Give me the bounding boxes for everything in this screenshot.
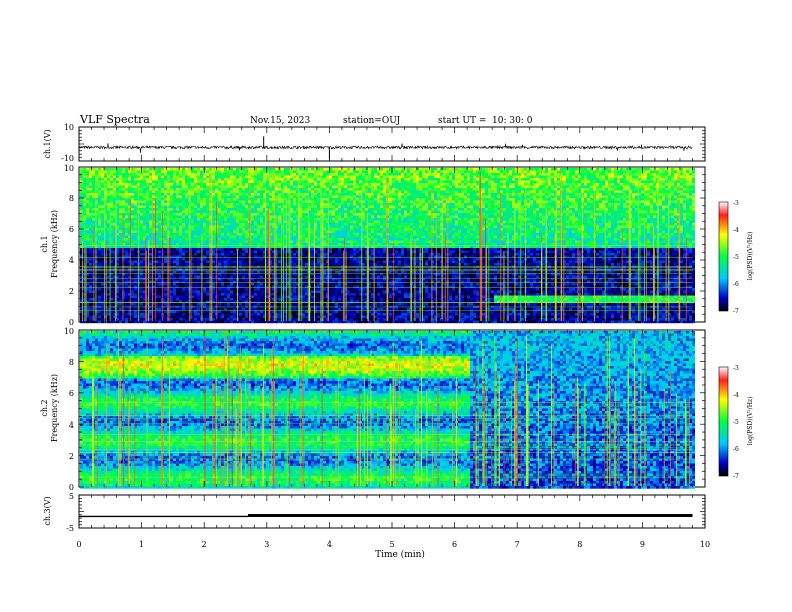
panel-ch3-ticks (78, 494, 706, 529)
panel-ch2-spectrogram: 0 2 4 6 8 10 ch.2 Frequency (kHz) (40, 327, 706, 492)
ch1-ylabel: ch.1(V) (43, 129, 52, 158)
ch2-spectrogram-image (80, 331, 695, 489)
ch1-spec-ticks (78, 166, 706, 323)
ch3-ytick-bottom: -5 (66, 524, 74, 533)
colorbar-ch2-tick-5: -5 (733, 419, 739, 426)
ch2-spec-ytick-0: 0 (69, 483, 74, 492)
colorbar-ch2-tick-6: -6 (733, 446, 739, 453)
colorbar-ch1-tick-6: -6 (733, 281, 739, 288)
ch1-waveform-trace (78, 143, 693, 153)
ch1-spec-ytick-0: 0 (69, 318, 74, 327)
colorbar-ch2-label: log(PSD)(V²/Hz) (747, 397, 754, 446)
ch2-spec-ticks (78, 329, 706, 488)
ch2-spec-ytick-6: 6 (69, 389, 74, 398)
ch1-spec-ytick-4: 4 (69, 256, 74, 265)
colorbar-ch1-tick-4: -4 (733, 227, 739, 234)
colorbar-ch2-tick-3: -3 (733, 365, 739, 372)
panel-ch1-ticks (78, 126, 706, 162)
colorbar-ch2: -3 -4 -5 -6 -7 log(PSD)(V²/Hz) (718, 365, 754, 480)
x-tick-label: 4 (327, 540, 332, 549)
start-label: start UT = (438, 116, 486, 126)
ch1-spectrogram-image (80, 167, 695, 324)
chart-title: VLF Spectra (79, 113, 150, 126)
ch1-ytick-bottom: -10 (61, 154, 74, 163)
colorbar-ch1-label: log(PSD)(V²/Hz) (747, 232, 754, 281)
colorbar-ch2-tick-4: -4 (733, 392, 739, 399)
date-label: Nov.15, 2023 (250, 116, 311, 126)
colorbar-ch1-tick-3: -3 (733, 200, 739, 207)
time-axis-tick-labels: 0 1 2 3 4 5 6 7 8 9 10 (76, 540, 710, 549)
panel-ch3: 5 -5 ch.3(V) 0 1 2 3 4 5 6 7 8 9 10 Time (min) (43, 492, 710, 560)
colorbar-ch2-tick-7: -7 (733, 473, 739, 480)
start-time: 10: 30: 0 (492, 116, 533, 126)
colorbar-ch1-tick-5: -5 (733, 254, 739, 261)
ch3-ylabel: ch.3(V) (43, 496, 52, 525)
x-tick-label: 0 (76, 540, 81, 549)
station-label: station=OUJ (343, 116, 401, 126)
ch1-spec-ytick-8: 8 (69, 194, 74, 203)
ch2-spec-ytick-8: 8 (69, 358, 74, 367)
ch2-channel-label: ch.2 (40, 399, 49, 416)
ch1-ytick-top: 10 (64, 123, 74, 132)
ch1-spec-ytick-10: 10 (64, 164, 74, 173)
ch2-spec-ytick-10: 10 (64, 327, 74, 336)
ch3-level-trace (79, 513, 693, 518)
ch2-spec-ytick-4: 4 (69, 421, 74, 430)
x-tick-label: 7 (515, 540, 520, 549)
x-tick-label: 1 (139, 540, 144, 549)
ch1-freq-label: Frequency (kHz) (50, 210, 59, 278)
colorbar-ch2-gradient (718, 366, 729, 477)
panel-ch1-waveform: 10 -10 ch.1(V) (43, 123, 706, 163)
time-axis-label: Time (min) (375, 549, 425, 560)
ch1-spec-ytick-2: 2 (69, 287, 74, 296)
x-tick-label: 6 (452, 540, 457, 549)
ch2-freq-label: Frequency (kHz) (50, 374, 59, 442)
colorbar-ch1-tick-7: -7 (733, 308, 739, 315)
x-tick-label: 3 (264, 540, 269, 549)
panel-ch1-spectrogram: 0 2 4 6 8 10 ch.1 Frequency (kHz) (40, 164, 706, 327)
ch2-spec-ytick-2: 2 (69, 452, 74, 461)
ch1-spec-ytick-6: 6 (69, 225, 74, 234)
x-tick-label: 8 (577, 540, 582, 549)
colorbar-ch1: -3 -4 -5 -6 -7 log(PSD)(V²/Hz) (718, 200, 754, 315)
x-tick-label: 2 (202, 540, 207, 549)
ch1-channel-label: ch.1 (40, 235, 49, 252)
x-tick-label: 10 (700, 540, 710, 549)
x-tick-label: 9 (640, 540, 645, 549)
ch3-ytick-top: 5 (69, 492, 74, 501)
colorbar-ch1-gradient (718, 201, 729, 312)
x-tick-label: 5 (389, 540, 394, 549)
